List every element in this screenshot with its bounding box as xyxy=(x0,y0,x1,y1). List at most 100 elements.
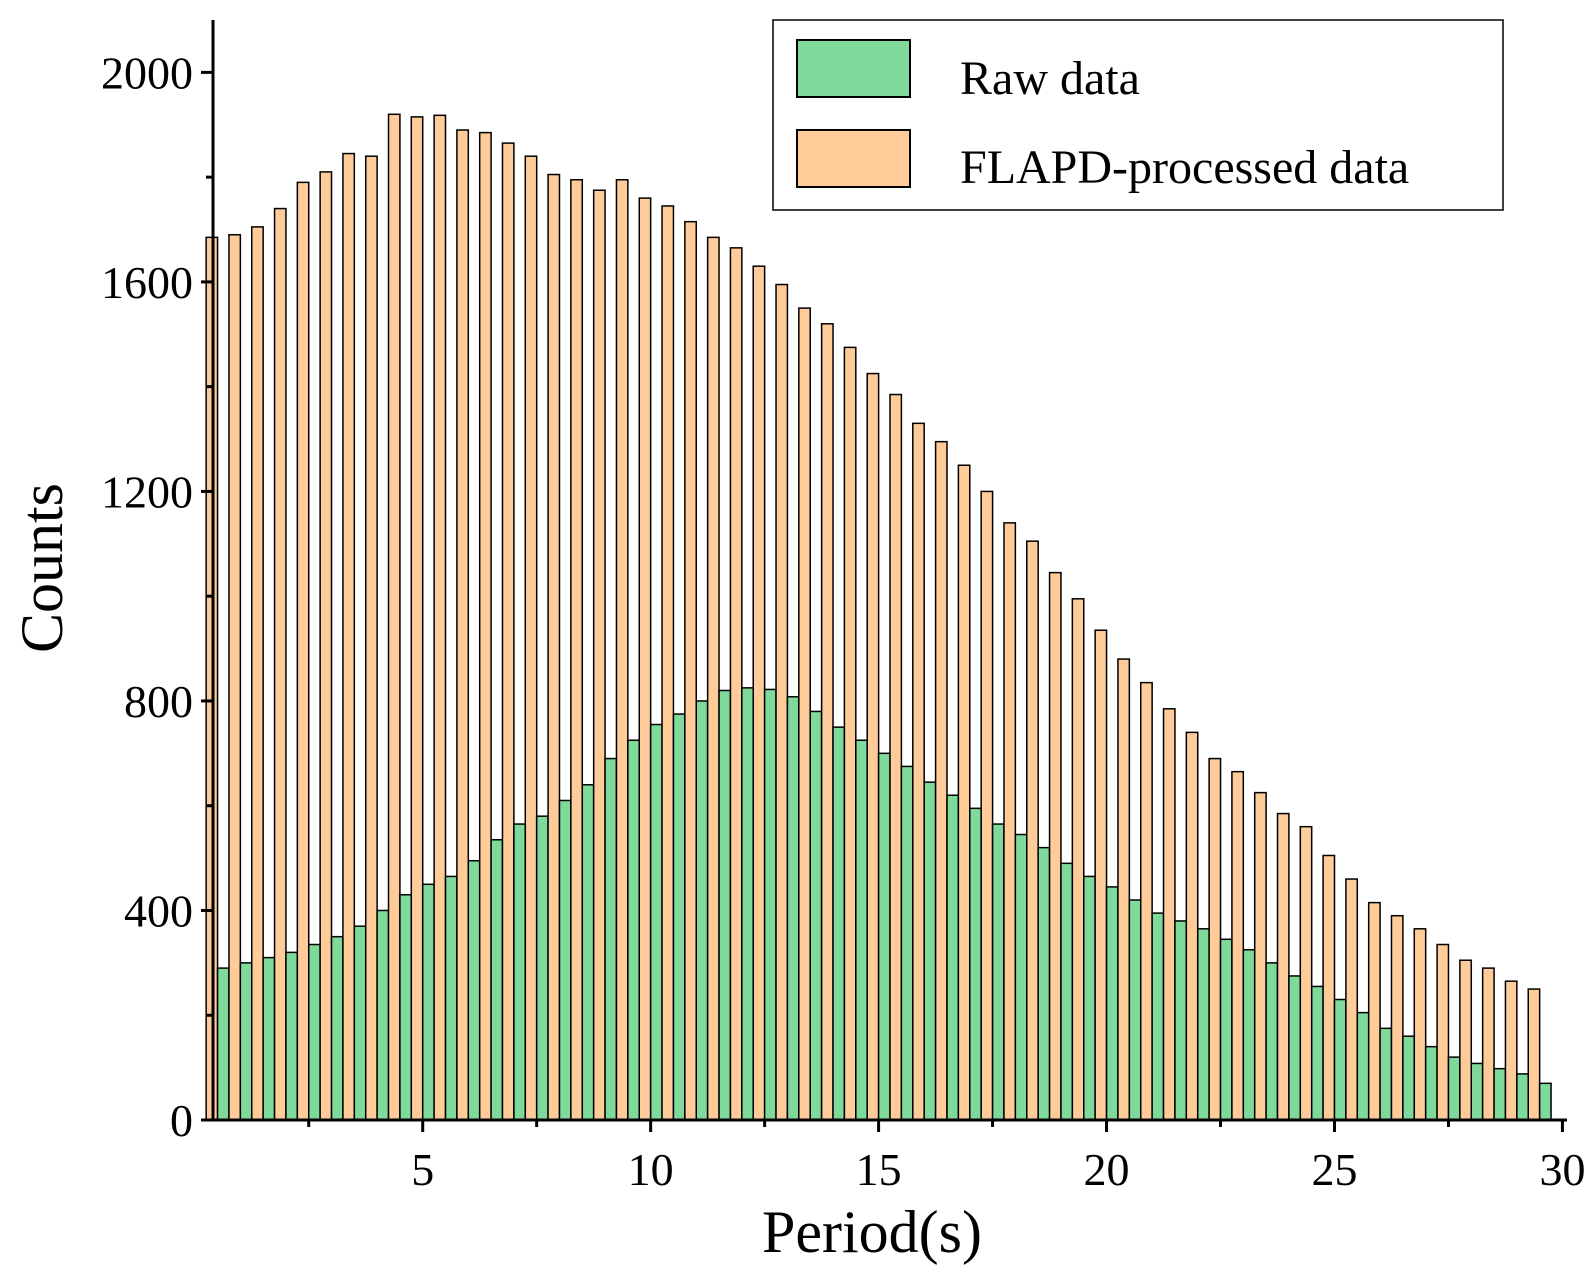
raw-data-bar xyxy=(1379,1027,1393,1121)
flapd-processed-bar xyxy=(1026,540,1039,1121)
flapd-processed-bar xyxy=(843,346,857,1121)
flapd-processed-bar xyxy=(1527,988,1541,1121)
flapd-processed-bar xyxy=(1094,629,1108,1121)
raw-data-bar xyxy=(353,925,367,1121)
raw-data-bar xyxy=(1402,1035,1416,1121)
flapd-processed-bar xyxy=(1436,943,1450,1121)
ticks-group: 0 400 800 1200 1600 2000 5 10 15 20 25 30 xyxy=(101,47,1585,1195)
raw-data-bar xyxy=(1037,846,1051,1121)
raw-data-bar xyxy=(900,765,914,1121)
flapd-processed-bar xyxy=(296,181,310,1121)
raw-data-bar xyxy=(558,799,572,1121)
flapd-processed-bar xyxy=(570,179,584,1121)
raw-data-bar xyxy=(923,781,937,1121)
raw-data-bar xyxy=(672,713,686,1121)
raw-data-bar xyxy=(513,823,527,1121)
raw-data-bar xyxy=(969,807,982,1121)
raw-data-bar xyxy=(467,859,481,1121)
legend-swatch-raw-data xyxy=(796,39,911,98)
x-tick-label: 20 xyxy=(1084,1144,1130,1195)
raw-data-bar xyxy=(262,956,276,1121)
raw-data-bar xyxy=(581,784,595,1121)
raw-data-bar xyxy=(421,883,435,1121)
raw-data-bar xyxy=(786,696,800,1121)
raw-data-bar xyxy=(1310,985,1324,1121)
raw-data-bar xyxy=(1288,975,1302,1121)
raw-data-bar xyxy=(991,823,1005,1121)
flapd-processed-bar xyxy=(1071,598,1085,1121)
raw-data-bar xyxy=(1470,1062,1484,1121)
flapd-processed-bar xyxy=(1253,791,1267,1121)
flapd-processed-bar xyxy=(456,129,470,1121)
flapd-processed-bar xyxy=(615,179,629,1121)
flapd-processed-bar xyxy=(1345,878,1359,1121)
raw-data-bar xyxy=(1424,1045,1438,1121)
flapd-processed-bar xyxy=(1231,770,1245,1121)
raw-data-bar xyxy=(1014,833,1028,1121)
raw-data-bar xyxy=(1242,949,1256,1121)
raw-data-bar xyxy=(695,700,709,1121)
raw-data-bar xyxy=(718,689,732,1121)
raw-data-bar xyxy=(1538,1082,1552,1121)
raw-data-bar xyxy=(946,794,960,1121)
raw-data-bar xyxy=(376,909,390,1121)
raw-data-bar xyxy=(877,752,891,1121)
flapd-processed-bar xyxy=(820,323,834,1121)
raw-data-bar xyxy=(490,839,504,1121)
raw-data-bar xyxy=(604,757,618,1121)
raw-data-bar xyxy=(1219,938,1233,1121)
flapd-processed-bar xyxy=(798,307,811,1121)
legend: Raw data FLAPD-processed data xyxy=(772,19,1504,211)
raw-data-bar xyxy=(285,951,299,1121)
y-axis-title: Counts xyxy=(9,483,75,653)
flapd-processed-bar xyxy=(638,197,652,1121)
raw-data-bar xyxy=(535,815,549,1121)
flapd-processed-bar xyxy=(524,155,538,1121)
raw-data-bar xyxy=(1174,920,1188,1121)
flapd-processed-bar xyxy=(980,490,994,1121)
flapd-processed-bar xyxy=(1117,658,1131,1121)
y-tick-label: 400 xyxy=(124,885,193,936)
flapd-processed-bar xyxy=(1390,914,1404,1121)
flapd-processed-bar xyxy=(1322,854,1336,1121)
y-tick-label: 1200 xyxy=(101,466,193,517)
flapd-processed-bar xyxy=(1185,731,1199,1121)
x-tick-label: 25 xyxy=(1311,1144,1357,1195)
legend-label-raw-data: Raw data xyxy=(960,52,1140,105)
raw-data-bar xyxy=(1196,928,1210,1121)
flapd-processed-bar xyxy=(1208,757,1222,1121)
bars-group xyxy=(205,113,1552,1121)
flapd-processed-bar xyxy=(912,422,925,1121)
flapd-processed-bar xyxy=(1299,825,1313,1121)
flapd-processed-bar xyxy=(1003,522,1017,1121)
flapd-processed-bar xyxy=(1048,571,1062,1121)
flapd-processed-bar xyxy=(364,155,378,1121)
raw-data-bar xyxy=(855,739,868,1121)
raw-data-bar xyxy=(1105,886,1119,1121)
flapd-processed-bar xyxy=(775,283,789,1121)
flapd-processed-bar xyxy=(433,114,447,1121)
flapd-processed-bar xyxy=(592,189,606,1121)
flapd-processed-bar xyxy=(501,142,515,1121)
raw-data-bar xyxy=(1128,899,1142,1121)
raw-data-bar xyxy=(216,967,230,1121)
flapd-processed-bar xyxy=(729,247,743,1121)
raw-data-bar xyxy=(1083,875,1096,1121)
raw-data-bar xyxy=(1356,1011,1370,1121)
y-tick-label: 2000 xyxy=(101,47,193,98)
y-tick-label: 800 xyxy=(124,676,193,727)
flapd-processed-bar xyxy=(1459,959,1473,1121)
raw-data-bar xyxy=(307,943,321,1121)
flapd-processed-bar xyxy=(273,207,287,1121)
flapd-processed-bar xyxy=(228,234,242,1121)
raw-data-bar xyxy=(1333,998,1347,1121)
flapd-processed-bar xyxy=(410,116,424,1121)
x-tick-label: 30 xyxy=(1539,1144,1585,1195)
raw-data-bar xyxy=(741,687,754,1121)
raw-data-bar xyxy=(1493,1067,1507,1121)
flapd-processed-bar xyxy=(387,113,401,1121)
x-axis-title: Period(s) xyxy=(762,1199,982,1265)
flapd-processed-bar xyxy=(661,205,675,1121)
flapd-processed-bar xyxy=(547,173,561,1121)
